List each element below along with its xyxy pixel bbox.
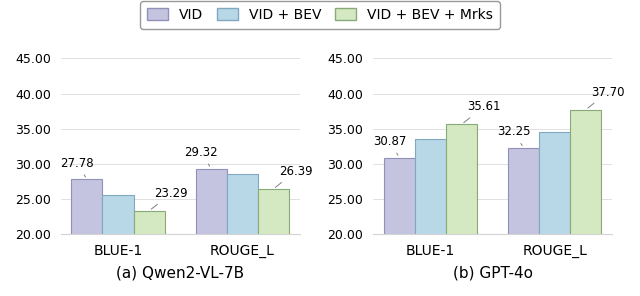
Bar — [227, 174, 258, 296]
Text: 37.70: 37.70 — [588, 86, 625, 108]
Bar — [102, 194, 134, 296]
Bar — [134, 211, 164, 296]
X-axis label: (a) Qwen2-VL-7B: (a) Qwen2-VL-7B — [116, 266, 244, 281]
Text: 30.87: 30.87 — [373, 135, 406, 155]
Bar — [72, 179, 102, 296]
Bar — [384, 158, 415, 296]
Bar — [539, 132, 570, 296]
Bar — [196, 168, 227, 296]
Text: 29.32: 29.32 — [184, 146, 218, 166]
Text: 32.25: 32.25 — [497, 125, 531, 146]
Legend: VID, VID + BEV, VID + BEV + Mrks: VID, VID + BEV, VID + BEV + Mrks — [140, 1, 500, 29]
Text: 23.29: 23.29 — [151, 187, 188, 209]
Bar — [415, 139, 446, 296]
Bar — [446, 124, 477, 296]
Bar — [258, 189, 289, 296]
Text: 26.39: 26.39 — [275, 165, 312, 187]
Text: 27.78: 27.78 — [60, 157, 94, 177]
Bar — [570, 110, 601, 296]
Bar — [508, 148, 539, 296]
X-axis label: (b) GPT-4o: (b) GPT-4o — [452, 266, 532, 281]
Text: 35.61: 35.61 — [464, 100, 500, 123]
